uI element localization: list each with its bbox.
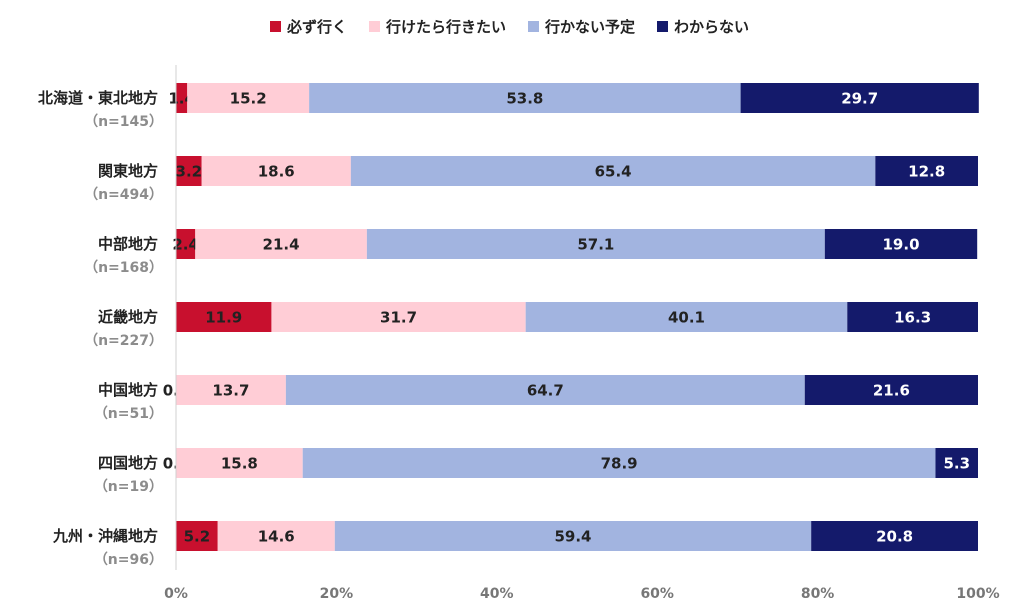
data-label: 78.9 — [601, 455, 638, 473]
data-label: 5.3 — [943, 455, 970, 473]
bar-segment — [824, 229, 978, 259]
bar-segment — [309, 83, 741, 113]
legend-swatch — [657, 20, 669, 32]
category-sample-size: （n=227） — [84, 333, 163, 349]
data-label: 2.4 — [172, 236, 199, 254]
data-label: 5.2 — [184, 528, 211, 546]
bar-segment — [176, 302, 272, 332]
bar-segment — [525, 302, 848, 332]
bar-segment — [935, 448, 978, 478]
category-sample-size: （n=96） — [94, 552, 163, 568]
bar-segment — [334, 521, 812, 551]
legend-label: わからない — [674, 17, 750, 36]
data-label: 11.9 — [205, 309, 242, 327]
data-label: 57.1 — [577, 236, 614, 254]
bar-segment — [195, 229, 367, 259]
category-label: 中国地方 — [98, 381, 158, 399]
legend-item-want-to-go: 行けたら行きたい — [368, 16, 506, 37]
data-label: 14.6 — [258, 528, 295, 546]
bar-segment — [285, 375, 805, 405]
bar-segment — [176, 521, 218, 551]
bar-segment — [201, 156, 351, 186]
bar-segment — [366, 229, 825, 259]
data-label: 12.8 — [908, 163, 945, 181]
data-label: 53.8 — [506, 90, 543, 108]
data-label: 31.7 — [380, 309, 417, 327]
legend-item-unknown: わからない — [657, 16, 749, 37]
category-sample-size: （n=494） — [84, 187, 163, 203]
data-label: 3.2 — [176, 163, 203, 181]
data-label: 65.4 — [595, 163, 632, 181]
legend-label: 行かない予定 — [545, 17, 636, 36]
data-label: 64.7 — [527, 382, 564, 400]
bar-segment — [350, 156, 876, 186]
bar-segment — [176, 448, 303, 478]
data-label: 15.8 — [221, 455, 258, 473]
data-label: 16.3 — [894, 309, 931, 327]
data-label: 15.2 — [230, 90, 267, 108]
bar-segment — [740, 83, 979, 113]
category-sample-size: （n=168） — [84, 260, 163, 276]
data-label: 59.4 — [554, 528, 591, 546]
data-label: 19.0 — [883, 236, 920, 254]
data-label: 40.1 — [668, 309, 705, 327]
legend-label: 必ず行く — [286, 17, 347, 36]
legend-swatch — [528, 20, 539, 32]
data-label: 21.4 — [263, 236, 300, 254]
bar-segment — [176, 83, 188, 113]
bar-segment — [811, 521, 978, 551]
bar-segment — [176, 229, 196, 259]
bar-segment — [302, 448, 936, 478]
bar-segment — [271, 302, 526, 332]
bar-segment — [187, 83, 310, 113]
category-label: 四国地方 — [98, 454, 158, 472]
category-label: 北海道・東北地方 — [38, 89, 158, 107]
category-label: 九州・沖縄地方 — [52, 527, 158, 545]
x-tick-label: 100% — [956, 586, 999, 602]
legend-label: 行けたら行きたい — [385, 17, 506, 36]
category-label: 中部地方 — [98, 235, 158, 253]
data-label: 29.7 — [841, 90, 878, 108]
bar-segment — [875, 156, 978, 186]
category-sample-size: （n=19） — [94, 479, 163, 495]
data-label: 20.8 — [876, 528, 913, 546]
bar-segment — [176, 156, 202, 186]
data-label: 13.7 — [212, 382, 249, 400]
category-label: 関東地方 — [98, 162, 158, 180]
x-tick-label: 80% — [801, 586, 835, 602]
bar-segment — [847, 302, 978, 332]
legend-swatch — [269, 20, 281, 32]
chart-legend: 必ず行く 行けたら行きたい 行かない予定 わからない — [0, 12, 1019, 40]
data-label: 18.6 — [258, 163, 295, 181]
bar-segment — [217, 521, 335, 551]
legend-item-not-going: 行かない予定 — [528, 16, 635, 37]
category-label: 近畿地方 — [98, 308, 158, 326]
x-tick-label: 0% — [164, 586, 188, 602]
legend-swatch — [368, 20, 380, 32]
x-tick-label: 40% — [480, 586, 514, 602]
x-tick-label: 60% — [640, 586, 674, 602]
x-tick-label: 20% — [320, 586, 354, 602]
data-label: 21.6 — [873, 382, 910, 400]
category-sample-size: （n=51） — [94, 406, 163, 422]
legend-item-must-go: 必ず行く — [269, 16, 347, 37]
bar-segment — [804, 375, 978, 405]
bar-segment — [176, 375, 286, 405]
category-sample-size: （n=145） — [84, 114, 163, 130]
